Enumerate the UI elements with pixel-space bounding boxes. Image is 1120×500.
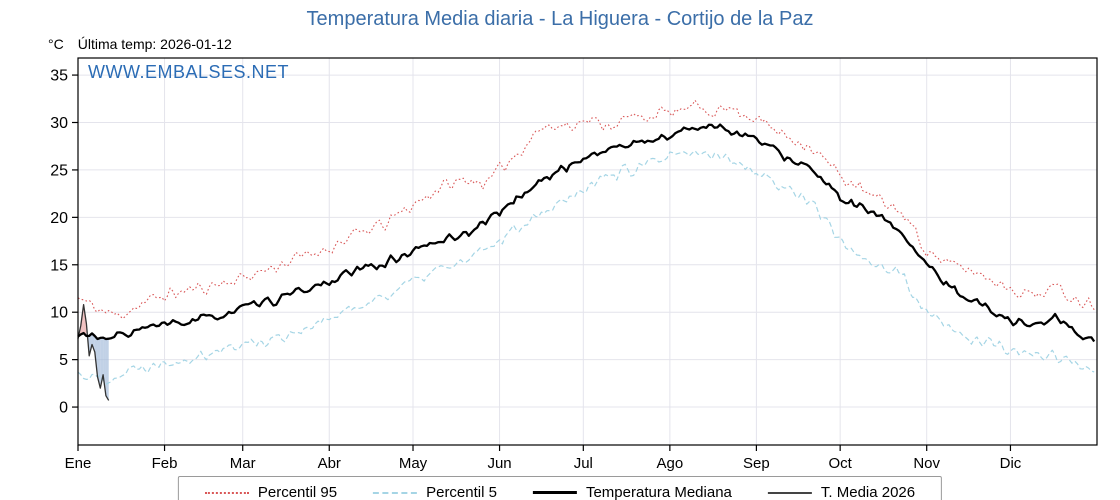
- x-tick-label: Jun: [487, 455, 511, 472]
- series-t-media-2026: [77, 303, 110, 401]
- y-tick-label: 0: [59, 400, 68, 417]
- plot-border: [77, 57, 1098, 446]
- anomaly-fill-below: [103, 337, 106, 396]
- chart-subheader: °C Última temp: 2026-01-12: [48, 36, 232, 52]
- y-tick-label: 20: [50, 210, 68, 227]
- series-temperatura-mediana: [77, 123, 1096, 343]
- x-tick-label: Oct: [828, 455, 852, 472]
- legend-label: Percentil 95: [257, 484, 338, 500]
- series-percentil-5: [77, 150, 1095, 385]
- x-tick-label: Mar: [230, 455, 256, 472]
- y-tick-label: 35: [50, 68, 68, 85]
- legend-label: Percentil 5: [426, 484, 497, 500]
- watermark: WWW.EMBALSES.NET: [88, 62, 290, 82]
- y-tick-label: 5: [59, 352, 68, 369]
- series-percentil-95: [77, 99, 1095, 320]
- y-tick-label: 25: [50, 162, 68, 179]
- x-tick-label: Sep: [743, 455, 770, 472]
- x-tick-label: May: [399, 455, 428, 472]
- legend-item-t-media-2026: T. Media 2026: [767, 484, 916, 500]
- temperatura-mediana-line-sample: [532, 491, 577, 494]
- last-temp-label: Última temp: 2026-01-12: [77, 36, 232, 52]
- y-unit-label: °C: [48, 36, 64, 52]
- x-tick-label: Nov: [913, 455, 940, 472]
- y-tick-label: 15: [50, 257, 68, 274]
- y-tick-label: 10: [50, 305, 68, 322]
- legend-item-temperatura-mediana: Temperatura Mediana: [532, 484, 732, 500]
- legend-label: Temperatura Mediana: [585, 484, 732, 500]
- x-tick-label: Ago: [657, 455, 684, 472]
- percentil-5-line-sample: [373, 491, 418, 494]
- x-tick-label: Ene: [65, 455, 92, 472]
- x-tick-label: Abr: [318, 455, 341, 472]
- y-tick-label: 30: [50, 115, 68, 132]
- legend-label: T. Media 2026: [820, 484, 916, 500]
- legend-box: Percentil 95 Percentil 5 Temperatura Med…: [177, 476, 943, 500]
- chart-title: Temperatura Media diaria - La Higuera - …: [306, 8, 814, 30]
- x-tick-label: Dic: [1000, 455, 1022, 472]
- legend-item-percentil-5: Percentil 5: [373, 484, 497, 500]
- t-media-2026-line-sample: [767, 491, 812, 494]
- x-tick-label: Jul: [574, 455, 593, 472]
- anomaly-fill-below: [91, 333, 95, 353]
- anomaly-fill-below: [105, 338, 109, 401]
- x-tick-label: Feb: [152, 455, 178, 472]
- percentil-95-line-sample: [204, 491, 249, 494]
- anomaly-fill-below: [89, 333, 92, 356]
- legend-item-percentil-95: Percentil 95: [204, 484, 338, 500]
